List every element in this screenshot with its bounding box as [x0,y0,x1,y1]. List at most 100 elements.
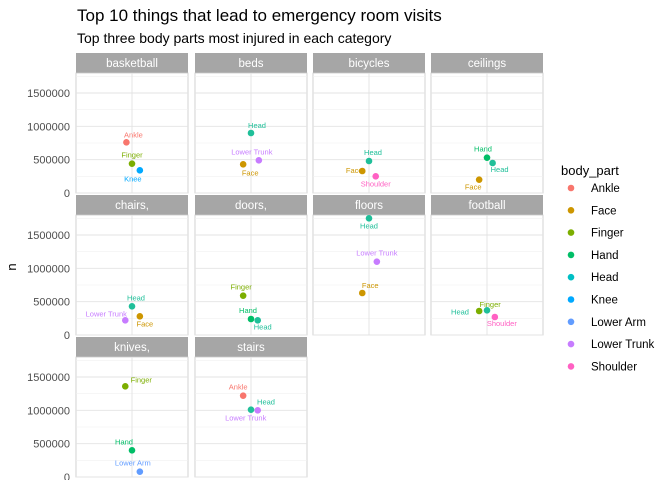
data-point [358,289,366,297]
y-axis-title: n [4,263,19,270]
data-point [247,129,255,137]
facet-strip-label: football [468,200,505,212]
legend-title: body_part [561,163,619,178]
data-point [365,157,373,165]
point-label: Head [254,322,272,331]
data-point [128,160,136,167]
facet-strip-label: stairs [237,342,265,354]
data-point [483,307,491,314]
point-label: Finger [121,151,143,160]
point-label: Shoulder [487,319,518,328]
y-tick-label: 1000000 [27,405,70,417]
data-point [491,313,499,321]
legend-entry-label: Shoulder [591,361,637,373]
facet-strip [431,53,543,73]
legend-key [567,296,575,303]
point-label: Knee [124,174,142,183]
facet-panel: floors Head Lower Trunk Face [312,195,426,336]
point-label: Head [491,165,509,174]
data-point [254,317,262,324]
point-label: Face [346,166,363,175]
data-point [239,292,247,299]
y-tick-label: 0 [64,330,70,342]
point-label: Face [362,281,379,290]
y-tick-label: 0 [64,472,70,480]
point-label: Lower Arm [115,459,151,468]
legend-key [567,363,575,370]
facet-strip-label: beds [239,58,264,70]
facet-strip-label: doors, [235,200,267,212]
legend-key [567,273,575,281]
facet-panel: stairs Ankle Head Lower Trunk [194,337,308,478]
y-tick-label: 500000 [33,155,70,167]
facet-panels: basketball 0 500000 1000000 1500000 Ankle Fing… [27,53,544,480]
data-point [254,407,262,414]
point-label: Head [360,221,378,230]
point-label: Face [465,183,482,192]
facet-strip [313,195,425,215]
y-tick-label: 0 [64,188,70,200]
point-label: Head [127,293,145,302]
point-label: Hand [239,306,257,315]
point-label: Ankle [124,130,143,139]
point-label: Finger [131,375,153,384]
facet-strip [431,195,543,215]
point-label: Hand [474,145,492,154]
facet-panel: doors, Finger Hand Head [194,195,308,336]
data-point [121,317,129,324]
facet-strip [195,53,307,73]
data-point [247,315,255,323]
point-label: Ankle [229,383,248,392]
data-point [483,154,491,161]
legend-entry-label: Finger [591,228,624,240]
facet-strip-label: chairs, [115,200,149,212]
y-tick-label: 1000000 [27,121,70,133]
facet-strip-label: bicycles [349,58,390,70]
data-point [475,176,483,183]
point-label: Head [248,121,266,130]
legend-key [567,229,575,236]
facet-strip-label: ceilings [468,58,507,70]
chart-subtitle: Top three body parts most injured in eac… [77,30,391,46]
y-tick-label: 1500000 [27,230,70,242]
legend-entry-label: Lower Trunk [591,339,655,351]
facet-strip [76,195,188,215]
facet-panel: football Finger Head Shoulder [430,195,544,336]
y-tick-label: 1500000 [27,372,70,384]
facet-strip [195,195,307,215]
data-point [255,157,263,164]
facet-strip [195,337,307,357]
facet-strip-label: floors [355,200,383,212]
point-label: Lower Trunk [225,413,267,422]
y-tick-label: 500000 [33,439,70,451]
y-tick-label: 1500000 [27,88,70,100]
facet-panel: beds Head Face Lower Trunk [194,53,308,194]
facet-strip-label: knives, [114,342,150,354]
facet-strip [76,337,188,357]
data-point [475,307,483,315]
legend-key [567,207,575,214]
y-tick-label: 1000000 [27,263,70,275]
point-label: Lower Trunk [356,249,398,258]
point-label: Shoulder [361,179,392,188]
data-point [358,167,366,175]
data-point [372,173,380,180]
legend-key [567,251,575,259]
point-label: Lower Trunk [86,309,128,318]
point-label: Head [364,148,382,157]
data-point [489,159,496,167]
data-point [365,215,373,222]
point-label: Face [136,319,153,328]
legend-entry-label: Face [591,205,617,217]
data-point [373,258,381,265]
legend-entry-label: Lower Arm [591,317,646,329]
facet-strip-label: basketball [106,58,158,70]
data-point [247,406,255,413]
data-point [128,447,136,454]
legend: body_part Ankle Face Finger Hand Head Knee Low… [561,163,655,373]
point-label: Finger [480,300,502,309]
facet-strip [76,53,188,73]
data-point [136,313,144,320]
